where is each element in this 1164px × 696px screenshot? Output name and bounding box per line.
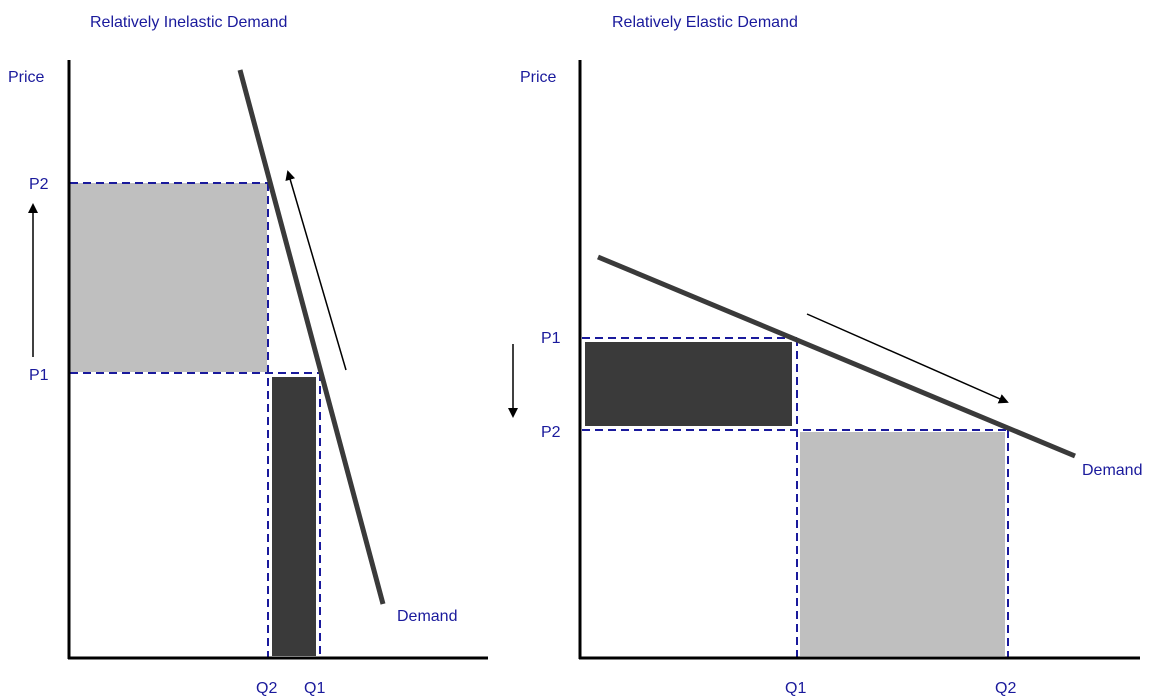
inelastic-demand-curve [237,69,386,605]
elastic-price-high-label: P1 [541,330,561,347]
inelastic-price-low-label: P1 [29,367,49,384]
elastic-guide-lines [582,337,1009,658]
inelastic-movement-arrow [285,170,347,371]
elastic-panel: Relatively Elastic Demand Price Demand P… [508,14,1142,696]
elastic-qty-large-label: Q2 [995,680,1016,696]
inelastic-qty-small-label: Q2 [256,680,277,696]
inelastic-guide-lines [70,182,321,658]
elastic-y-axis-label: Price [520,69,557,86]
elastic-title: Relatively Elastic Demand [612,14,798,31]
elastic-movement-arrow [806,313,1009,404]
elastic-qty-small-label: Q1 [785,680,806,696]
inelastic-qty-large-label: Q1 [304,680,325,696]
inelastic-demand-label: Demand [397,608,457,625]
inelastic-revenue-gain-area [70,183,267,372]
elastic-revenue-loss-area [585,342,792,426]
inelastic-y-axis-label: Price [8,69,45,86]
elastic-price-low-label: P2 [541,424,561,441]
inelastic-title: Relatively Inelastic Demand [90,14,287,31]
inelastic-price-high-label: P2 [29,176,49,193]
elastic-demand-label: Demand [1082,462,1142,479]
elastic-demand-curve [597,254,1076,459]
inelastic-panel: Relatively Inelastic Demand Price Demand… [8,14,488,696]
elastic-revenue-gain-area [800,432,1005,656]
inelastic-revenue-loss-area [272,377,316,656]
